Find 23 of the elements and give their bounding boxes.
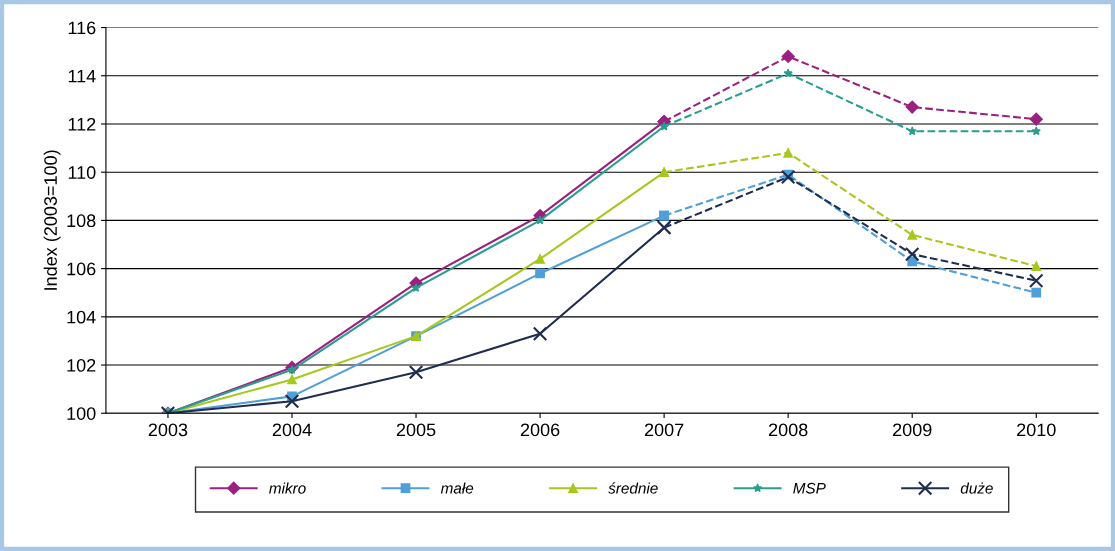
y-tick-label: 106 bbox=[67, 262, 96, 276]
legend-label: mikro bbox=[269, 482, 306, 494]
x-tick-label: 2010 bbox=[1017, 423, 1056, 437]
y-tick-label: 116 bbox=[68, 21, 96, 35]
legend-label: średnie bbox=[608, 482, 658, 494]
x-tick-label: 2008 bbox=[768, 423, 808, 437]
legend-label: małe bbox=[440, 482, 474, 494]
x-tick-label: 2009 bbox=[893, 423, 932, 437]
y-axis-title: Index (2003=100) bbox=[43, 150, 61, 290]
legend-label: MSP bbox=[793, 482, 826, 494]
y-tick-label: 110 bbox=[68, 166, 96, 179]
y-tick-label: 114 bbox=[68, 69, 96, 83]
x-tick-label: 2006 bbox=[520, 423, 560, 437]
x-tick-label: 2003 bbox=[148, 423, 188, 437]
y-tick-label: 112 bbox=[68, 117, 96, 131]
y-tick-label: 100 bbox=[67, 407, 96, 420]
legend-label: duże bbox=[960, 482, 993, 494]
x-tick-label: 2007 bbox=[644, 423, 684, 437]
x-tick-label: 2005 bbox=[396, 423, 436, 437]
y-tick-label: 108 bbox=[67, 214, 96, 228]
x-tick-label: 2004 bbox=[272, 423, 312, 437]
y-tick-label: 104 bbox=[67, 310, 96, 324]
y-tick-label: 102 bbox=[67, 358, 96, 372]
